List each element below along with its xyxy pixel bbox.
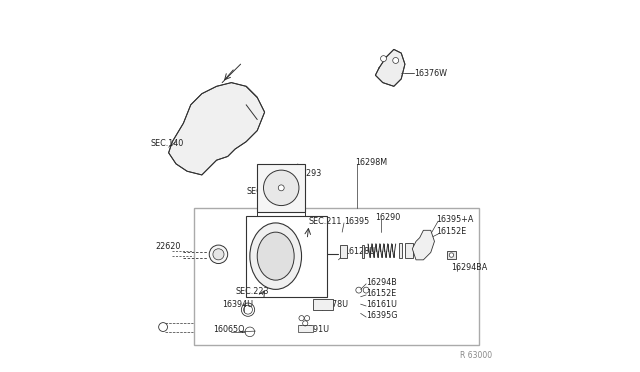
Polygon shape: [376, 49, 405, 86]
Text: R 63000: R 63000: [460, 351, 492, 360]
Circle shape: [159, 323, 168, 331]
Text: 16394U: 16394U: [222, 300, 253, 309]
Bar: [312, 299, 333, 310]
Circle shape: [449, 253, 454, 257]
Text: SEC.211: SEC.211: [246, 187, 280, 196]
Text: 22620: 22620: [156, 243, 181, 251]
Bar: [399, 243, 403, 258]
Text: 16294BA: 16294BA: [451, 263, 487, 272]
Circle shape: [213, 249, 224, 260]
Circle shape: [209, 245, 228, 263]
Bar: [405, 243, 413, 258]
Circle shape: [278, 185, 284, 191]
Text: 16152E: 16152E: [436, 227, 467, 235]
Text: 16395G: 16395G: [366, 311, 397, 320]
Ellipse shape: [250, 223, 301, 289]
Text: 16290: 16290: [376, 213, 401, 222]
Text: 16395+A: 16395+A: [436, 215, 474, 224]
Ellipse shape: [257, 232, 294, 280]
Text: 16161U: 16161U: [366, 300, 397, 309]
Text: SEC.223: SEC.223: [235, 287, 269, 296]
Text: 16378U: 16378U: [317, 300, 348, 309]
Text: 16065Q: 16065Q: [213, 326, 244, 334]
Text: 16294B: 16294B: [366, 278, 397, 287]
Bar: [257, 164, 305, 212]
Circle shape: [393, 58, 399, 63]
Text: 16293: 16293: [296, 169, 321, 177]
Text: 16395: 16395: [344, 217, 369, 225]
Polygon shape: [168, 83, 264, 175]
Circle shape: [381, 56, 387, 62]
Text: 16298M: 16298M: [355, 157, 387, 167]
Polygon shape: [412, 230, 435, 260]
Bar: [246, 215, 328, 297]
Text: 16128U: 16128U: [344, 247, 375, 256]
Bar: [447, 251, 456, 259]
Text: SEC.211: SEC.211: [309, 217, 342, 225]
Text: 16376W: 16376W: [414, 69, 447, 78]
Text: 16152E: 16152E: [366, 289, 396, 298]
Text: 16391U: 16391U: [298, 326, 329, 334]
Text: SEC.140: SEC.140: [150, 139, 184, 148]
Bar: [340, 245, 347, 258]
Bar: [362, 245, 364, 258]
Bar: [195, 208, 479, 345]
Bar: [298, 325, 312, 332]
Circle shape: [264, 170, 299, 206]
